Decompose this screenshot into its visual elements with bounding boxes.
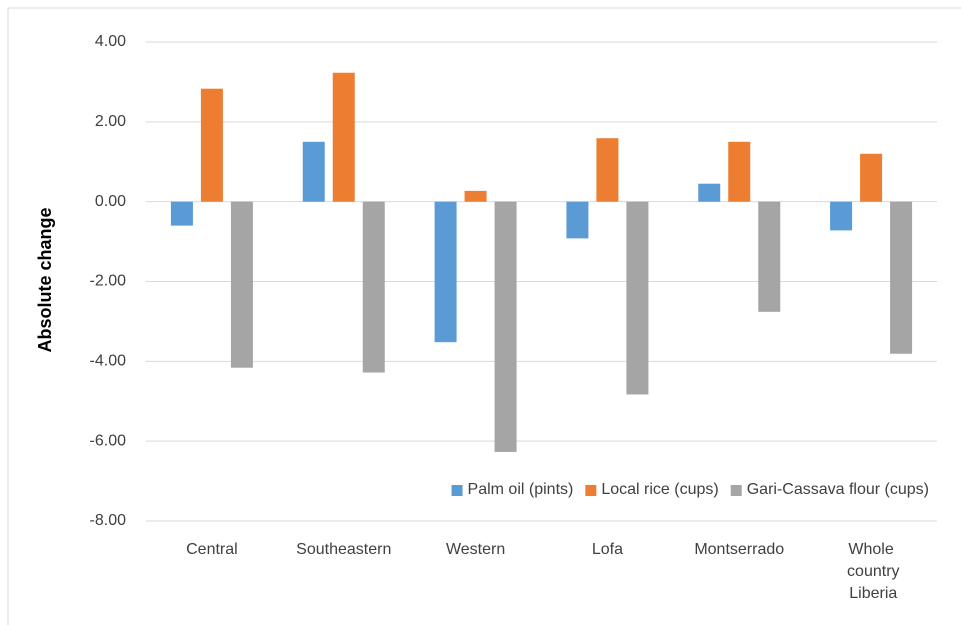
x-tick-label: Lofa — [592, 541, 623, 558]
y-axis-label: Absolute change — [35, 207, 55, 352]
legend-swatch — [585, 485, 597, 496]
y-tick-label: 4.00 — [95, 33, 126, 50]
bar — [626, 201, 649, 395]
x-tick-label: Western — [446, 541, 505, 558]
legend-swatch — [451, 485, 463, 496]
bar — [170, 201, 193, 226]
legend-label: Palm oil (pints) — [468, 481, 574, 498]
y-tick-label: 0.00 — [95, 193, 126, 210]
legend-label: Gari-Cassava flour (cups) — [747, 481, 929, 498]
legend-label: Local rice (cups) — [601, 481, 718, 498]
bar — [728, 141, 751, 202]
x-tick-label: Southeastern — [296, 541, 391, 558]
y-tick-label: -6.00 — [90, 432, 127, 449]
bar — [362, 201, 385, 373]
x-tick-label: Whole country Liberia — [843, 541, 900, 602]
bar — [830, 201, 853, 231]
bar — [494, 201, 517, 452]
bar — [698, 183, 721, 202]
legend-swatch — [730, 485, 742, 496]
bar — [860, 153, 883, 202]
bar — [566, 201, 589, 239]
bar — [464, 190, 487, 202]
y-tick-label: -2.00 — [90, 273, 127, 290]
y-tick-label: 2.00 — [95, 113, 126, 130]
bar — [434, 201, 457, 343]
bar — [200, 88, 223, 202]
bar — [230, 201, 253, 368]
bar — [332, 72, 355, 202]
bar — [596, 138, 619, 202]
y-tick-label: -4.00 — [90, 353, 127, 370]
bar — [302, 141, 325, 202]
y-tick-label: -8.00 — [90, 512, 127, 529]
bar — [890, 201, 913, 354]
x-tick-label: Montserrado — [694, 541, 784, 558]
bar — [758, 201, 781, 312]
x-tick-label: Central — [186, 541, 238, 558]
